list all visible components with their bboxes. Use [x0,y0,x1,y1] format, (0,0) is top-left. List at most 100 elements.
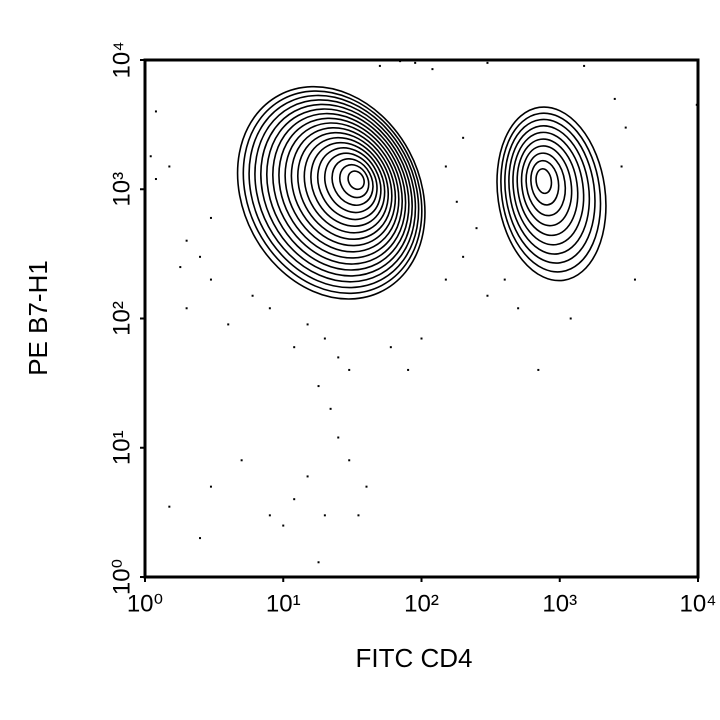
plot-frame [143,58,700,579]
y-tick-label: 10² [108,301,135,336]
contour-ring [535,168,553,195]
event-dot [633,278,636,281]
event-dot [154,110,157,113]
event-dot [282,524,285,527]
contour-ring [508,125,591,255]
event-dot [209,485,212,488]
event-dot [695,103,698,106]
event-dot [697,71,699,74]
event-dot [620,165,623,168]
contour-ring [278,117,404,259]
y-tick-label: 10¹ [108,430,135,465]
contour-ring [248,94,420,289]
x-axis-title: FITC CD4 [356,643,473,673]
y-axis-title: PE B7-H1 [23,260,53,376]
contour-ring [504,118,596,264]
event-dot [185,307,188,310]
contour-ring [496,106,607,282]
event-dot [583,64,586,67]
event-dot [455,200,458,203]
event-dot [293,346,296,349]
contour-ring [530,159,560,206]
event-dot [317,385,320,388]
contour-ring [254,99,417,283]
event-dot [293,498,296,501]
x-tick-label: 10¹ [266,590,301,617]
event-dot [365,485,368,488]
x-tick-label: 10² [404,590,439,617]
event-dot [199,537,202,540]
x-tick-label: 10⁰ [127,590,163,617]
contour-ring [347,170,365,191]
event-dot [348,368,351,371]
y-tick-label: 10³ [108,172,135,207]
event-dot [337,356,340,359]
event-dot [378,64,381,67]
event-dot [209,278,212,281]
y-tick-label: 10⁰ [108,559,135,595]
x-tick-label: 10⁴ [679,590,716,617]
event-dot [475,227,478,230]
event-dot [154,178,157,181]
event-dot [306,323,309,326]
event-dot [323,514,326,517]
contour-ring [272,112,407,265]
event-dot [199,255,202,258]
event-dot [462,255,465,258]
event-dot [323,337,326,340]
contour-ring [520,145,573,227]
contour-ring [516,138,579,237]
contour-ring [316,147,382,221]
event-dot [431,68,434,71]
contour-ring [296,131,393,241]
event-dot [329,407,332,410]
event-dot [337,436,340,439]
event-dot [240,459,243,462]
event-dot [462,136,465,139]
event-dot [149,155,152,158]
event-dot [185,239,188,242]
event-dot [486,61,489,64]
event-dot [399,60,402,63]
y-tick-label: 10⁴ [108,41,135,78]
event-dot [317,561,320,564]
event-dot [251,294,254,297]
contour-ring [331,158,374,206]
event-dot [486,294,489,297]
contour-ring [236,85,426,300]
event-dot [357,514,360,517]
event-dot [268,307,271,310]
contour-ring [525,152,567,217]
event-dot [624,126,627,129]
event-dot [613,97,616,100]
event-dot [179,266,182,269]
event-dot [168,505,171,508]
event-dot [268,514,271,517]
contour-ring [284,122,400,253]
event-dot [420,337,423,340]
x-tick-label: 10³ [542,590,577,617]
contour-ring [324,152,378,214]
event-dot [503,278,506,281]
event-dot [537,368,540,371]
event-dot [168,165,171,168]
contour-ring [260,103,413,277]
event-dot [389,346,392,349]
event-dot [444,278,447,281]
event-dot [517,307,520,310]
event-dot [227,323,230,326]
contour-ring [242,90,423,295]
event-dot [569,317,572,320]
event-dot [209,216,212,219]
contour-ring [310,141,386,227]
event-dot [414,61,417,64]
contour-ring [265,108,410,271]
event-dot [444,165,447,168]
contour-ring [512,131,585,246]
contour-ring [338,163,370,199]
event-dot [407,368,410,371]
event-dot [306,475,309,478]
contour-ring [290,126,397,247]
contour-ring [500,112,602,273]
